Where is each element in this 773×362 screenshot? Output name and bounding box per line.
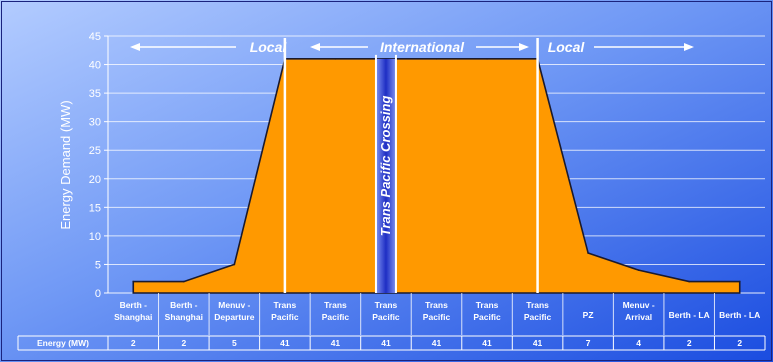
x-tick-label: Pacific xyxy=(322,312,350,322)
y-tick-label: 40 xyxy=(89,60,101,72)
y-tick-label: 10 xyxy=(89,231,101,243)
x-tick-label: Berth - LA xyxy=(669,310,710,320)
x-tick-label: Pacific xyxy=(423,312,451,322)
x-tick-label: Trans xyxy=(476,300,499,310)
table-cell: 41 xyxy=(381,338,391,348)
table-cell: 2 xyxy=(131,338,136,348)
crossing-band-rect xyxy=(375,58,396,293)
table-cell: 5 xyxy=(232,338,237,348)
x-tick-label: Pacific xyxy=(524,312,552,322)
x-tick-label: Pacific xyxy=(271,312,299,322)
data-point xyxy=(486,58,488,60)
x-tick-label: Berth - LA xyxy=(719,310,760,320)
data-point xyxy=(738,280,741,283)
x-tick-label: PZ xyxy=(583,310,594,320)
table-cell: 41 xyxy=(533,338,543,348)
crossing-band: Trans Pacific Crossing xyxy=(374,54,397,293)
x-tick-label: Trans xyxy=(425,300,448,310)
table-cell: 2 xyxy=(181,338,186,348)
crossing-label: Trans Pacific Crossing xyxy=(378,96,393,237)
y-tick-label: 35 xyxy=(89,88,101,100)
x-tick-label: Menuv - xyxy=(218,300,250,310)
table-cell: 41 xyxy=(482,338,492,348)
table-cell: 41 xyxy=(331,338,341,348)
x-tick-label: Berth - xyxy=(120,300,148,310)
x-tick-label: Pacific xyxy=(473,312,501,322)
data-table: Energy (MW) 2 2 5 41 41 41 41 41 41 7 4 2 2 xyxy=(17,335,766,351)
y-axis-title: Energy Demand (MW) xyxy=(58,100,73,229)
y-tick-label: 5 xyxy=(95,259,101,271)
x-tick-label: Trans xyxy=(375,300,398,310)
x-tick-label: Shanghai xyxy=(114,312,152,322)
local-left-label: Local xyxy=(250,39,288,55)
x-tick-label: Shanghai xyxy=(165,312,203,322)
data-point xyxy=(183,280,185,283)
international-label: International xyxy=(380,39,465,55)
x-tick-label: Berth - xyxy=(170,300,198,310)
data-point xyxy=(334,58,337,60)
table-cell: 41 xyxy=(280,338,290,348)
table-cell: 41 xyxy=(432,338,442,348)
y-tick-label: 25 xyxy=(89,145,101,157)
x-tick-label: Trans xyxy=(526,300,549,310)
table-cell: 4 xyxy=(636,338,641,348)
data-point xyxy=(637,269,640,271)
x-axis-labels: Berth - Shanghai Berth - Shanghai Menuv - Dep… xyxy=(114,293,760,335)
x-tick-label: Menuv - xyxy=(623,300,655,310)
area-series xyxy=(132,38,741,294)
region-annotations: Local International Local xyxy=(130,39,694,55)
table-header: Energy (MW) xyxy=(37,338,89,348)
x-tick-label: Trans xyxy=(274,300,297,310)
table-cell: 2 xyxy=(737,338,742,348)
table-cell: 7 xyxy=(586,338,591,348)
y-axis-ticks: 0 5 10 15 20 25 30 35 40 45 xyxy=(89,31,109,300)
data-point xyxy=(132,280,135,283)
table-cell: 2 xyxy=(687,338,692,348)
data-point xyxy=(688,280,690,283)
data-point xyxy=(587,252,589,254)
y-tick-label: 30 xyxy=(89,117,101,129)
x-tick-label: Arrival xyxy=(625,312,652,322)
data-point xyxy=(233,263,236,266)
y-tick-label: 45 xyxy=(89,31,101,43)
y-tick-label: 0 xyxy=(95,288,101,300)
data-point xyxy=(435,58,438,60)
x-tick-label: Departure xyxy=(214,312,254,322)
y-tick-label: 20 xyxy=(89,174,101,186)
local-right-label: Local xyxy=(548,39,586,55)
x-tick-label: Trans xyxy=(324,300,347,310)
y-tick-label: 15 xyxy=(89,202,101,214)
x-tick-label: Pacific xyxy=(372,312,400,322)
